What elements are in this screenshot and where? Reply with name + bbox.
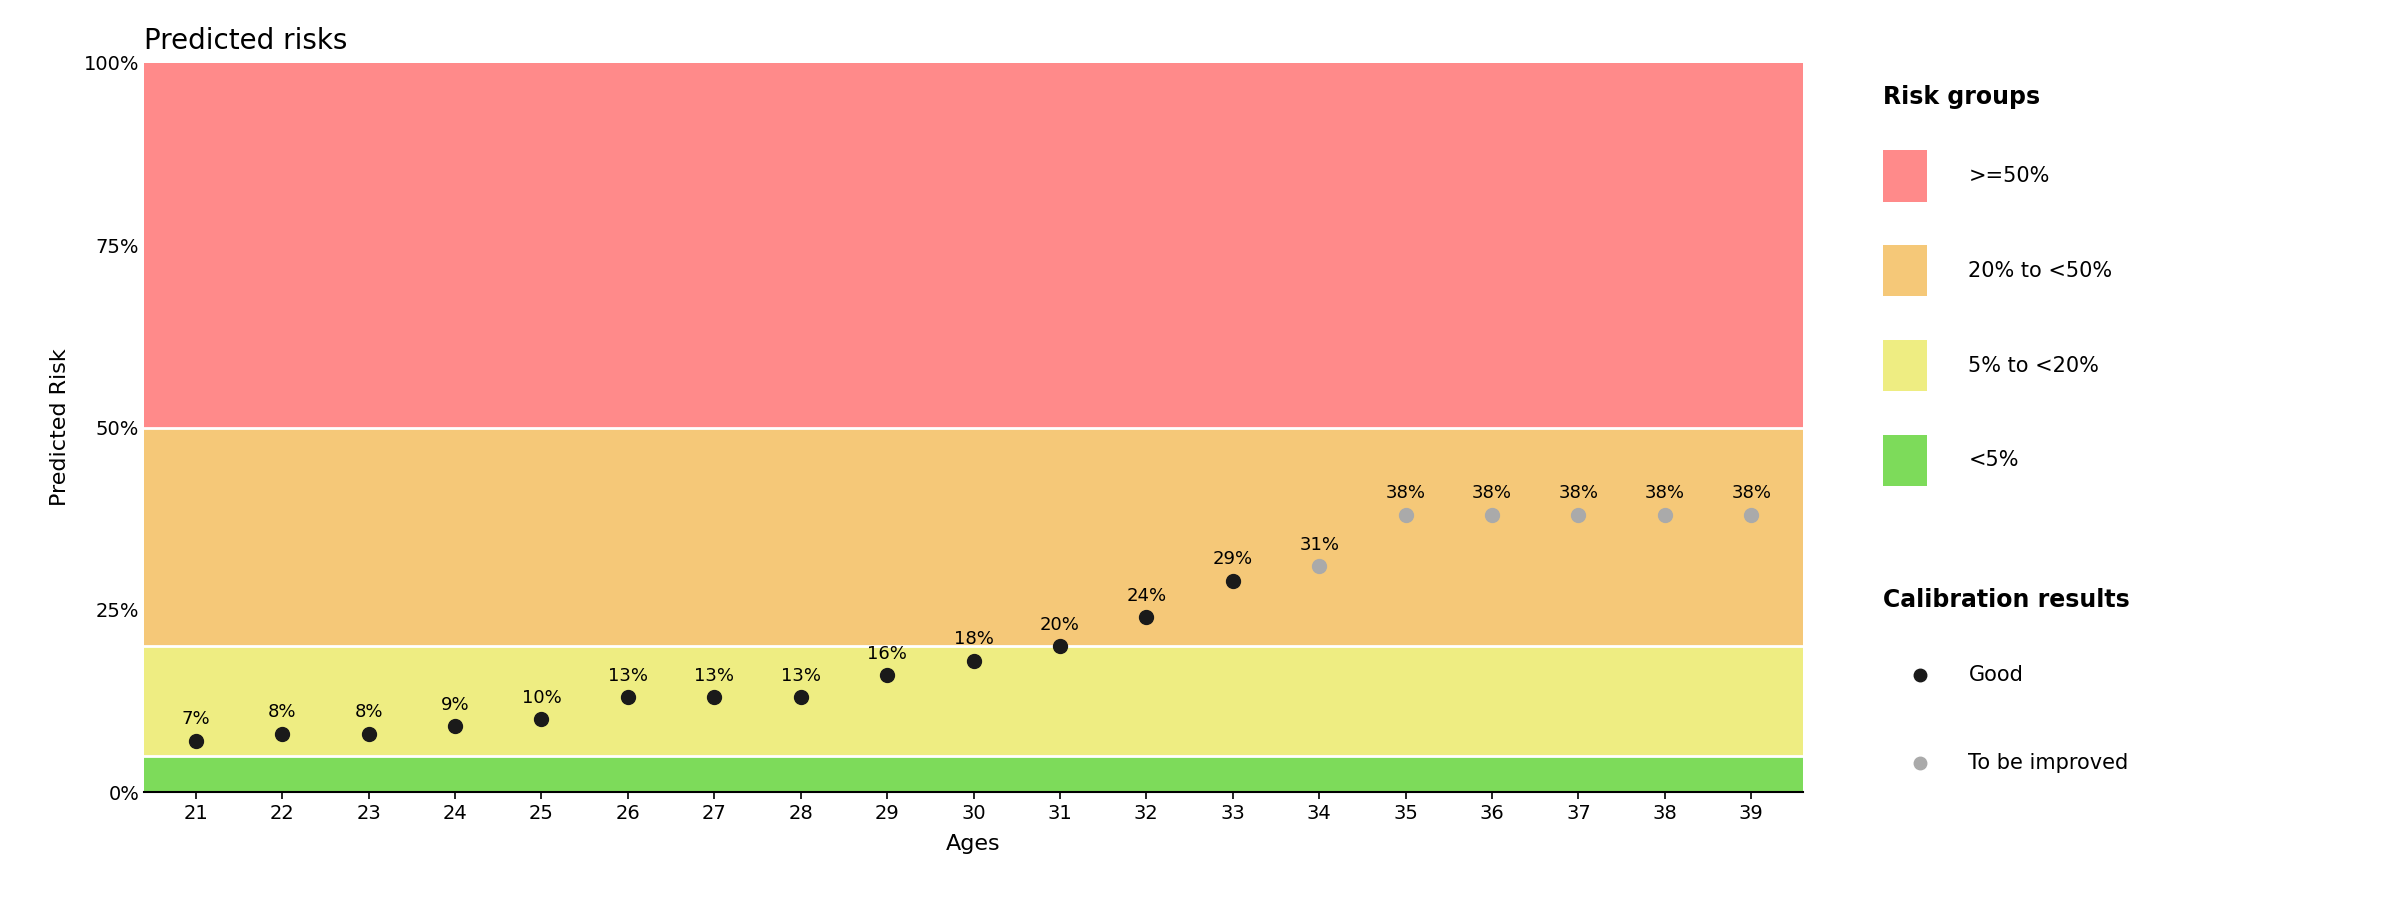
- Text: 38%: 38%: [1644, 484, 1685, 502]
- Text: 38%: 38%: [1730, 484, 1771, 502]
- Text: >=50%: >=50%: [1968, 166, 2050, 186]
- Text: To be improved: To be improved: [1968, 752, 2129, 773]
- Bar: [144, 646, 1802, 756]
- Text: 5% to <20%: 5% to <20%: [1968, 356, 2100, 375]
- Text: 7%: 7%: [182, 710, 211, 728]
- Text: 38%: 38%: [1471, 484, 1512, 502]
- Text: 10%: 10%: [521, 688, 562, 706]
- Text: 13%: 13%: [780, 667, 821, 685]
- X-axis label: Ages: Ages: [946, 834, 1001, 854]
- Y-axis label: Predicted Risk: Predicted Risk: [50, 348, 70, 507]
- Text: 8%: 8%: [269, 703, 298, 721]
- Text: 38%: 38%: [1558, 484, 1598, 502]
- Text: 29%: 29%: [1212, 550, 1253, 568]
- Text: 20%: 20%: [1039, 616, 1080, 634]
- Text: 38%: 38%: [1385, 484, 1426, 502]
- Bar: [144, 756, 1802, 792]
- Text: 18%: 18%: [953, 630, 994, 648]
- Text: Good: Good: [1968, 665, 2023, 686]
- Text: 31%: 31%: [1298, 536, 1339, 554]
- FancyBboxPatch shape: [1884, 245, 1927, 296]
- Text: 20% to <50%: 20% to <50%: [1968, 261, 2112, 281]
- Bar: [144, 428, 1802, 646]
- Text: 16%: 16%: [866, 645, 907, 663]
- Text: <5%: <5%: [1968, 450, 2018, 471]
- Bar: [144, 63, 1802, 428]
- Text: Predicted risks: Predicted risks: [144, 27, 348, 55]
- FancyBboxPatch shape: [1884, 150, 1927, 202]
- Text: 13%: 13%: [607, 667, 648, 685]
- Text: Calibration results: Calibration results: [1884, 588, 2131, 612]
- FancyBboxPatch shape: [1884, 435, 1927, 486]
- FancyBboxPatch shape: [1884, 340, 1927, 391]
- Text: 13%: 13%: [694, 667, 734, 685]
- Text: 9%: 9%: [442, 696, 470, 714]
- Text: 8%: 8%: [355, 703, 384, 721]
- Text: Risk groups: Risk groups: [1884, 85, 2040, 109]
- Text: 24%: 24%: [1126, 587, 1166, 605]
